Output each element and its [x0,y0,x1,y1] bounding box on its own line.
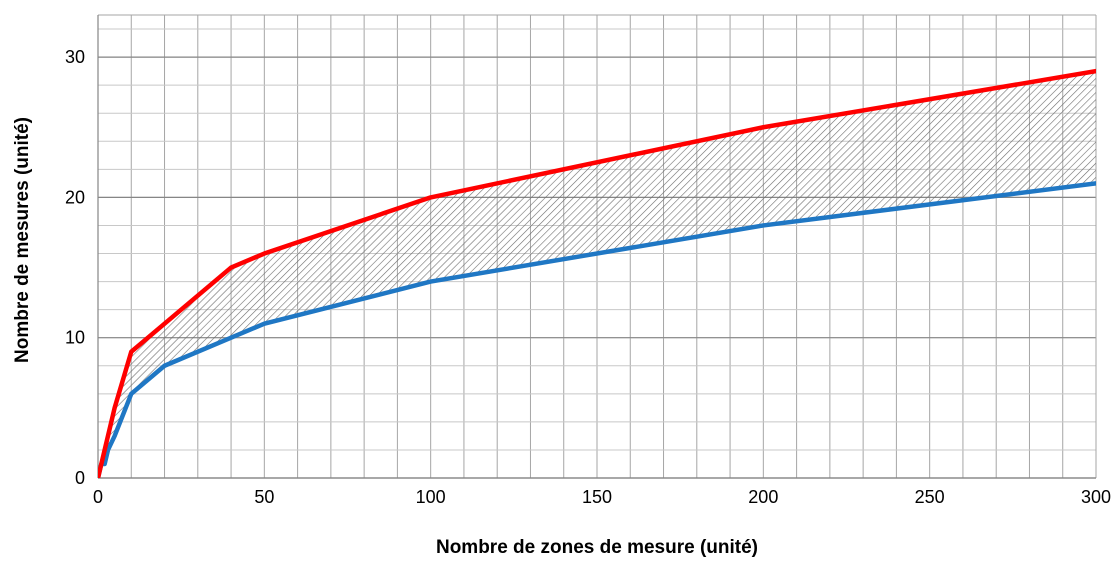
y-tick-label: 10 [65,328,85,348]
x-tick-label: 200 [748,487,778,507]
x-tick-label: 100 [416,487,446,507]
x-axis-title: Nombre de zones de mesure (unité) [436,537,758,558]
x-tick-label: 50 [254,487,274,507]
y-tick-label: 30 [65,47,85,67]
tick-labels: 0 50 100 150 200 250 300 0 10 20 30 [65,47,1111,507]
shaded-area [98,71,1096,478]
x-tick-label: 0 [93,487,103,507]
y-axis-title: Nombre de mesures (unité) [12,117,33,363]
series-line-1 [98,68,1096,478]
x-tick-label: 300 [1081,487,1111,507]
y-tick-label: 0 [75,468,85,488]
hatched-range-area [98,71,1096,478]
y-tick-label: 20 [65,187,85,207]
series-lines [98,68,1096,478]
series-line-2 [98,181,1096,478]
x-tick-label: 150 [582,487,612,507]
x-tick-label: 250 [915,487,945,507]
